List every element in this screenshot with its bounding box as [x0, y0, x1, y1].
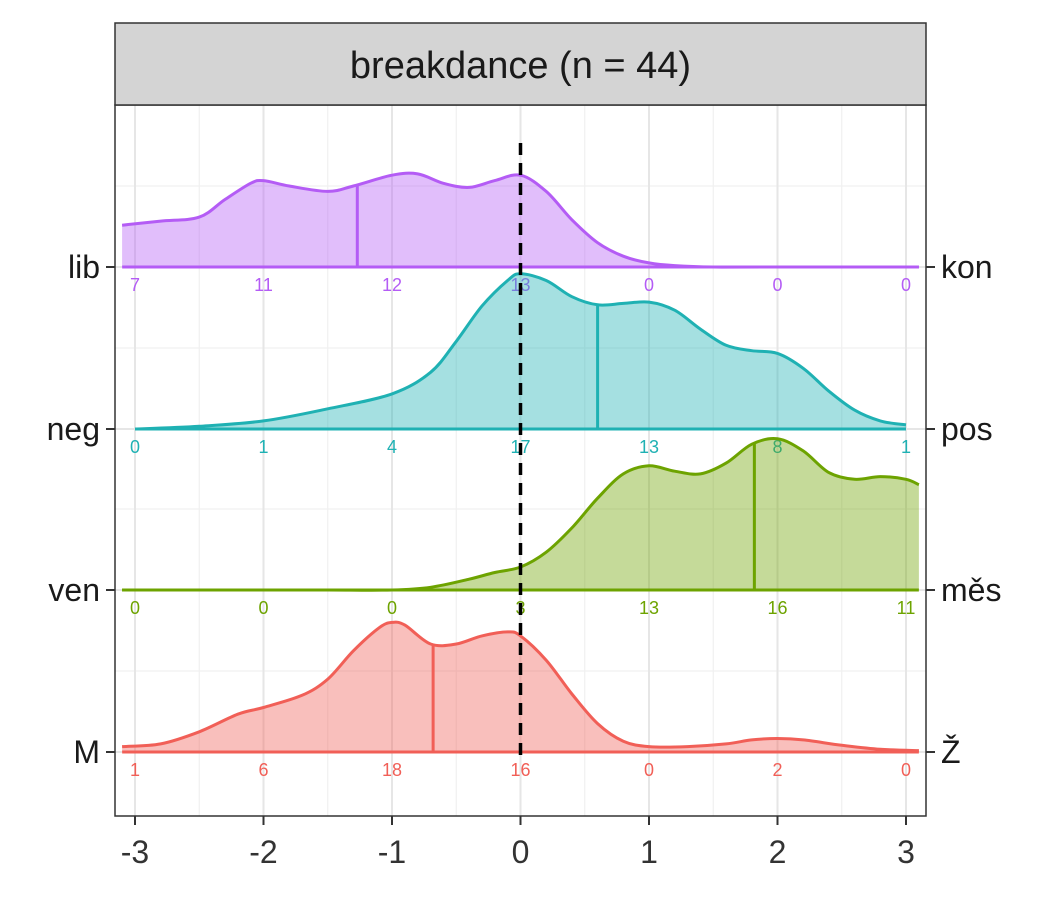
ridge-line-M-Ž [121, 620, 919, 753]
ridge-area-ven-měs [122, 438, 919, 591]
x-tick-label: -3 [121, 834, 149, 870]
y-label-left: M [73, 734, 100, 770]
count-label: 4 [387, 437, 397, 457]
x-tick-label: 3 [897, 834, 915, 870]
count-label: 0 [387, 598, 397, 618]
count-label: 1 [130, 760, 140, 780]
ridge-line-neg-pos [134, 272, 907, 431]
count-label: 0 [644, 275, 654, 295]
y-label-right: kon [941, 249, 993, 285]
strip-background [114, 22, 927, 106]
strip-title: breakdance (n = 44) [350, 45, 691, 87]
y-label-left: ven [48, 572, 100, 608]
count-label: 1 [901, 437, 911, 457]
count-label: 0 [130, 437, 140, 457]
count-label: 2 [772, 760, 782, 780]
count-label: 13 [639, 437, 659, 457]
y-label-left: neg [47, 411, 100, 447]
count-label: 13 [639, 598, 659, 618]
count-label: 16 [510, 760, 530, 780]
count-label: 1 [258, 437, 268, 457]
count-label: 7 [130, 275, 140, 295]
x-tick-label: 1 [640, 834, 658, 870]
count-label: 16 [767, 598, 787, 618]
count-label: 0 [772, 275, 782, 295]
count-label: 0 [901, 275, 911, 295]
ridge-area-lib-kon [122, 173, 919, 268]
count-label: 11 [897, 598, 916, 618]
count-label: 6 [258, 760, 268, 780]
count-label: 12 [382, 275, 402, 295]
y-label-right: pos [941, 411, 993, 447]
count-label: 0 [130, 598, 140, 618]
count-label: 0 [644, 760, 654, 780]
x-tick-label: 0 [512, 834, 530, 870]
x-tick-label: -2 [249, 834, 277, 870]
y-label-right: Ž [941, 734, 961, 770]
count-label: 0 [901, 760, 911, 780]
count-label: 18 [382, 760, 402, 780]
ridge-line-lib-kon [121, 171, 919, 269]
count-label: 11 [254, 275, 273, 295]
y-label-left: lib [68, 249, 100, 285]
x-tick-label: -1 [378, 834, 406, 870]
x-tick-label: 2 [769, 834, 787, 870]
count-label: 8 [772, 437, 782, 457]
count-label: 0 [258, 598, 268, 618]
y-label-right: měs [941, 572, 1001, 608]
